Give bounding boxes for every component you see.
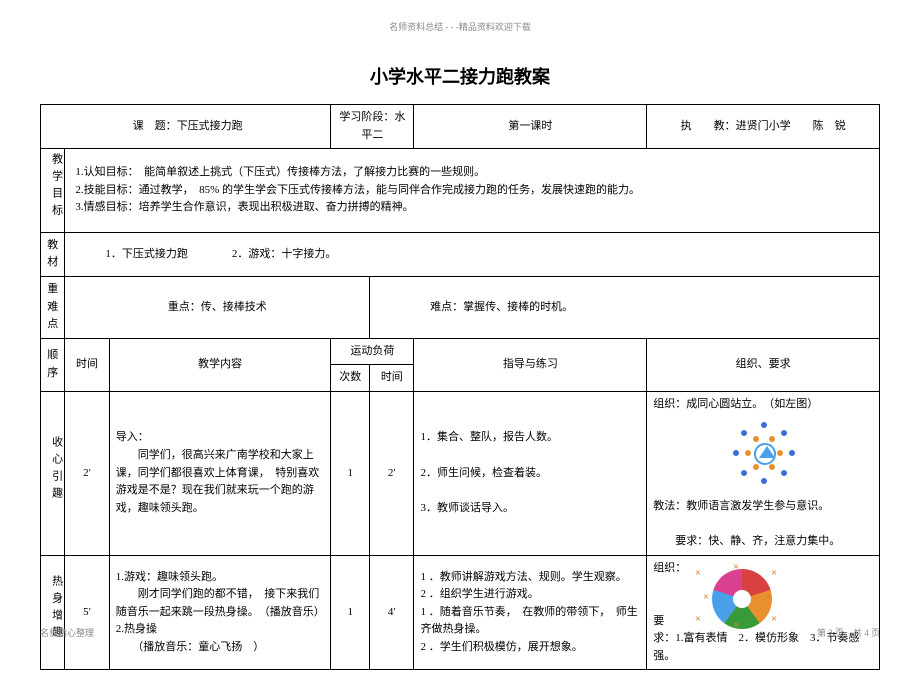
header-row: 课 题：下压式接力跑 学习阶段：水平二 第一课时 执 教：进贤门小学 陈 锐: [41, 105, 880, 149]
col-content: 教学内容: [109, 338, 331, 391]
lesson-row: 收心引趣 2′ 导入： 同学们，很高兴来广南学校和大家上课，同学们都很喜欢上体育…: [41, 391, 880, 555]
lesson-row: 热身增趣 5′ 1.游戏：趣味领头跑。 刚才同学们跑的都不错， 接下来我们随音乐…: [41, 555, 880, 670]
col-count: 次数: [331, 365, 370, 392]
row1-org: 组织：成同心圆站立。 （如左图）: [647, 391, 880, 555]
material-row: 教 材 1．下压式接力跑 2．游戏：十字接力。: [41, 232, 880, 276]
row1-content: 导入： 同学们，很高兴来广南学校和大家上课，同学们都很喜欢上体育课， 特别喜欢游…: [109, 391, 331, 555]
col-seq: 顺序: [41, 338, 65, 391]
footer-right: 第 2 页，共 4 页: [817, 626, 880, 639]
column-header-row: 顺序 时间 教学内容 运动负荷 指导与练习 组织、要求: [41, 338, 880, 365]
row1-seq: 收心引趣: [41, 391, 65, 555]
row2-duration: 4′: [370, 555, 414, 670]
row1-count: 1: [331, 391, 370, 555]
row1-duration: 2′: [370, 391, 414, 555]
row2-count: 1: [331, 555, 370, 670]
focus-label: 重难点: [41, 276, 65, 338]
row1-time: 2′: [65, 391, 109, 555]
col-duration: 时间: [370, 365, 414, 392]
row2-time: 5′: [65, 555, 109, 670]
goals-row: 教学目标 1.认知目标： 能简单叙述上挑式（下压式）传接棒方法，了解接力比赛的一…: [41, 149, 880, 233]
teacher-cell: 执 教：进贤门小学 陈 锐: [647, 105, 880, 149]
topic-cell: 课 题：下压式接力跑: [41, 105, 331, 149]
stage-cell: 学习阶段：水平二: [331, 105, 414, 149]
row2-org: 组织： 要 × × × × × × × × 求：1.富有表情 2．模仿形象 3．…: [647, 555, 880, 670]
circle-diagram-icon: [723, 418, 803, 488]
period-cell: 第一课时: [414, 105, 647, 149]
col-load: 运动负荷: [331, 338, 414, 365]
col-guide: 指导与练习: [414, 338, 647, 391]
pie-diagram-icon: × × × × × × × ×: [693, 560, 783, 630]
material-label: 教 材: [41, 232, 65, 276]
col-time: 时间: [65, 338, 109, 391]
material-content: 1．下压式接力跑 2．游戏：十字接力。: [65, 232, 880, 276]
lesson-plan-table: 课 题：下压式接力跑 学习阶段：水平二 第一课时 执 教：进贤门小学 陈 锐 教…: [40, 104, 880, 670]
row2-seq: 热身增趣: [41, 555, 65, 670]
focus-diff: 难点：掌握传、接棒的时机。: [370, 276, 880, 338]
footer-left: 名师精心整理: [40, 626, 94, 639]
col-org: 组织、要求: [647, 338, 880, 391]
top-note: 名师资料总结 - - -精品资料欢迎下载: [40, 20, 880, 33]
row2-guide: 1 ．教师讲解游戏方法、规则。学生观察。 2 ．组织学生进行游戏。 1 ．随着音…: [414, 555, 647, 670]
page-title: 小学水平二接力跑教案: [40, 63, 880, 89]
row1-guide: 1．集合、整队，报告人数。 2．师生问候，检查着装。 3．教师谈话导入。: [414, 391, 647, 555]
goals-content: 1.认知目标： 能简单叙述上挑式（下压式）传接棒方法，了解接力比赛的一些规则。 …: [65, 149, 880, 233]
focus-row: 重难点 重点：传、接棒技术 难点：掌握传、接棒的时机。: [41, 276, 880, 338]
row2-content: 1.游戏：趣味领头跑。 刚才同学们跑的都不错， 接下来我们随音乐一起来跳一段热身…: [109, 555, 331, 670]
focus-key: 重点：传、接棒技术: [65, 276, 370, 338]
goals-label: 教学目标: [41, 149, 65, 233]
